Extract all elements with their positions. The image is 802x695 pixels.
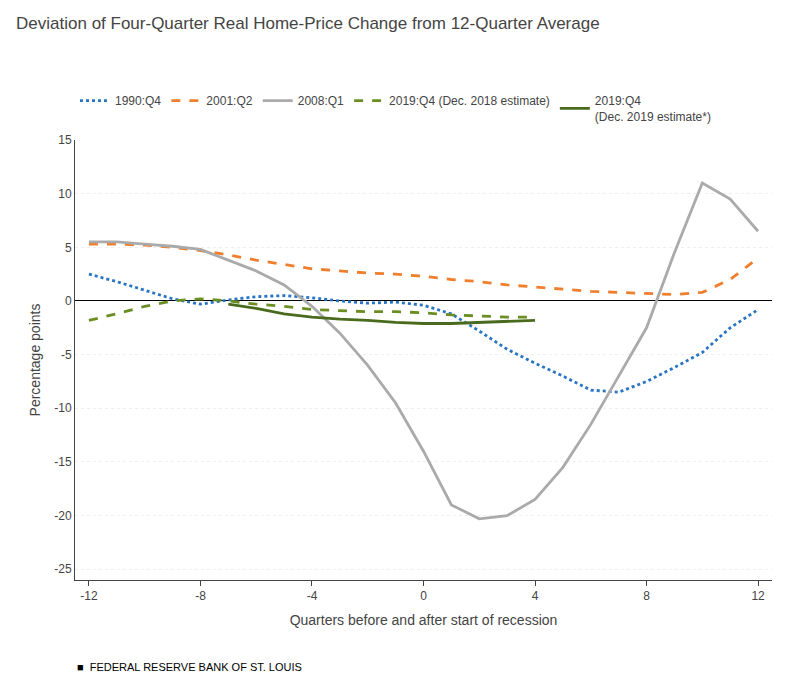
- svg-text:-5: -5: [61, 348, 72, 362]
- svg-text:0: 0: [420, 589, 427, 603]
- svg-text:4: 4: [532, 589, 539, 603]
- svg-text:15: 15: [58, 133, 72, 147]
- svg-text:0: 0: [65, 294, 72, 308]
- svg-text:2019:Q4(Dec. 2019 estimate*): 2019:Q4(Dec. 2019 estimate*): [595, 94, 711, 124]
- svg-text:-25: -25: [54, 562, 72, 576]
- svg-text:2001:Q2: 2001:Q2: [206, 94, 252, 108]
- svg-text:2019:Q4 (Dec. 2018 estimate): 2019:Q4 (Dec. 2018 estimate): [389, 94, 550, 108]
- svg-text:-10: -10: [54, 401, 72, 415]
- svg-text:10: 10: [58, 187, 72, 201]
- svg-text:Deviation of Four-Quarter Real: Deviation of Four-Quarter Real Home-Pric…: [16, 14, 600, 33]
- svg-text:-12: -12: [80, 589, 98, 603]
- svg-text:-8: -8: [195, 589, 206, 603]
- svg-text:12: 12: [751, 589, 765, 603]
- svg-text:8: 8: [643, 589, 650, 603]
- svg-text:■ FEDERAL RESERVE BANK OF ST.: ■ FEDERAL RESERVE BANK OF ST. LOUIS: [77, 661, 302, 673]
- svg-text:Percentage points: Percentage points: [27, 304, 43, 417]
- svg-text:2008:Q1: 2008:Q1: [298, 94, 344, 108]
- svg-text:1990:Q4: 1990:Q4: [115, 94, 161, 108]
- svg-text:5: 5: [65, 241, 72, 255]
- svg-text:-4: -4: [307, 589, 318, 603]
- svg-text:-20: -20: [54, 509, 72, 523]
- svg-text:-15: -15: [54, 455, 72, 469]
- svg-text:Quarters before and after star: Quarters before and after start of reces…: [290, 612, 558, 628]
